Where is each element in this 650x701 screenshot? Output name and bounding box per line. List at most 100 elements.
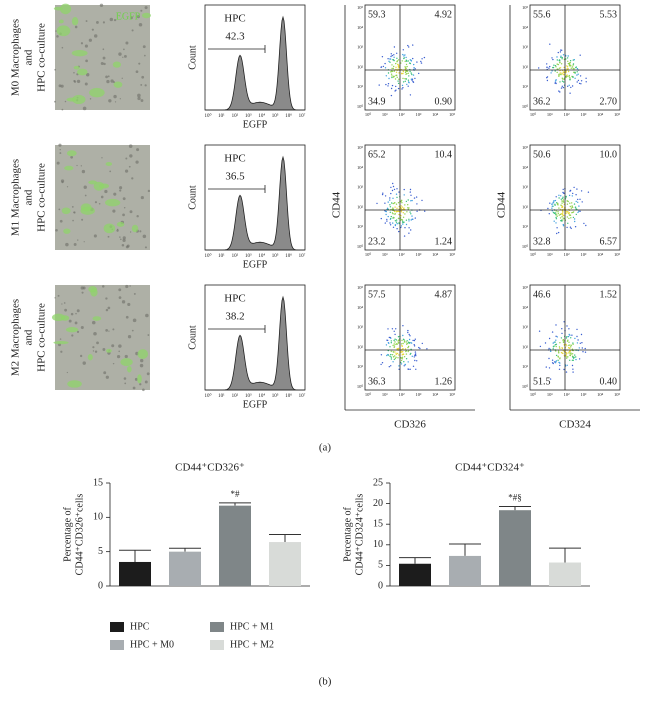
speckle [59,152,62,154]
speckle [122,238,126,242]
quadrant-value: 10.0 [600,149,618,160]
cell [137,374,142,384]
speckle [105,297,108,300]
event-dot [580,83,582,85]
quadrant-value: 1.52 [600,289,618,300]
event-dot [396,223,398,225]
event-dot [401,345,403,347]
flow-tick: 10³ [522,325,529,330]
cell [53,341,69,345]
event-dot [559,67,562,69]
event-dot [391,84,394,87]
event-dot [389,61,391,63]
cell [131,224,139,233]
event-dot [413,344,415,346]
speckle [77,239,79,241]
speckle [118,344,122,348]
event-dot [554,82,557,84]
event-dot [560,63,563,65]
speckle [91,320,96,325]
event-dot [395,219,398,221]
event-dot [401,88,403,90]
event-dot [395,85,397,88]
event-dot [579,75,582,77]
event-dot [412,44,414,46]
speckle [124,169,129,173]
quadrant-value: 6.57 [600,236,618,247]
quadrant-value: 1.26 [435,376,453,387]
event-dot [396,196,398,199]
event-dot [576,71,578,73]
event-dot [386,354,388,357]
speckle [84,82,88,86]
event-dot [573,71,575,74]
event-dot [411,78,414,80]
event-dot [565,71,567,74]
event-dot [408,62,411,64]
speckle [93,234,97,238]
event-dot [398,191,400,193]
event-dot [381,193,384,196]
histogram-tick: 10¹ [218,253,225,259]
event-dot [405,56,407,59]
event-dot [556,214,558,216]
event-dot [395,356,397,358]
event-dot [555,218,558,220]
speckle [54,100,56,103]
flow-tick: 10⁵ [449,252,456,257]
event-dot [390,342,392,344]
flow-tick: 10⁴ [357,25,364,30]
quadrant-value: 57.5 [368,289,386,300]
event-dot [393,56,395,58]
event-dot [394,90,396,92]
speckle [108,99,112,103]
speckle [142,388,145,392]
event-dot [398,342,400,344]
speckle [112,362,115,365]
event-dot [398,230,400,233]
y-tick-label: 5 [98,546,103,557]
event-dot [549,378,552,380]
histogram-tick: 10³ [245,113,252,119]
event-dot [409,188,412,191]
event-dot [572,216,575,219]
speckle [64,308,68,312]
event-dot [416,360,418,362]
event-dot [394,357,397,360]
event-dot [567,335,570,338]
event-dot [571,195,573,197]
event-dot [393,343,395,345]
event-dot [388,336,390,339]
event-dot [395,353,397,356]
speckle [129,231,132,233]
event-dot [390,353,392,356]
event-dot [580,80,583,82]
speckle [74,321,78,325]
speckle [138,22,143,27]
event-dot [415,368,417,370]
event-dot [556,63,558,65]
event-dot [580,190,583,192]
event-dot [549,350,552,352]
y-tick-label: 15 [93,477,103,488]
event-dot [391,64,393,66]
speckle [84,44,88,48]
speckle [102,48,105,51]
event-dot [406,342,408,345]
speckle [140,196,144,200]
micrograph-bg [55,285,150,390]
event-dot [560,204,562,206]
flow-tick: 10³ [415,392,422,397]
event-dot [380,363,382,366]
histogram-tick: 10⁷ [299,113,306,119]
event-dot [546,63,548,65]
flow-tick: 10² [564,252,571,257]
event-dot [411,199,413,202]
row-label: HPC co-culture [36,163,48,232]
event-dot [568,346,570,349]
speckle [58,208,61,211]
event-dot [555,222,557,224]
speckle [102,348,106,351]
quadrant-value: 55.6 [533,9,551,20]
event-dot [548,357,550,360]
